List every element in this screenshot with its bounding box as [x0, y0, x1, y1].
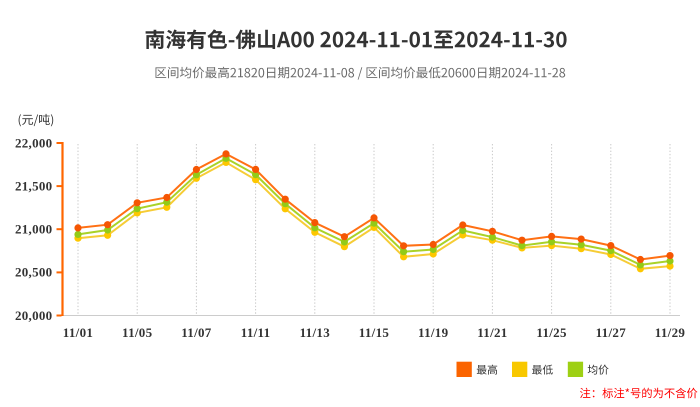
svg-text:11/01: 11/01 [63, 325, 93, 340]
svg-text:11/05: 11/05 [122, 325, 153, 340]
svg-text:11/21: 11/21 [477, 325, 507, 340]
svg-text:11/07: 11/07 [181, 325, 212, 340]
svg-text:11/25: 11/25 [536, 325, 567, 340]
svg-text:11/11: 11/11 [241, 325, 271, 340]
svg-text:11/13: 11/13 [300, 325, 331, 340]
svg-text:21,500: 21,500 [15, 178, 53, 193]
svg-text:21,000: 21,000 [15, 222, 53, 237]
svg-text:11/15: 11/15 [359, 325, 390, 340]
svg-text:11/19: 11/19 [418, 325, 449, 340]
svg-text:11/27: 11/27 [596, 325, 627, 340]
svg-text:20,500: 20,500 [15, 265, 53, 280]
svg-text:22,000: 22,000 [15, 135, 53, 150]
svg-text:11/29: 11/29 [655, 325, 686, 340]
svg-text:20,000: 20,000 [15, 308, 53, 323]
